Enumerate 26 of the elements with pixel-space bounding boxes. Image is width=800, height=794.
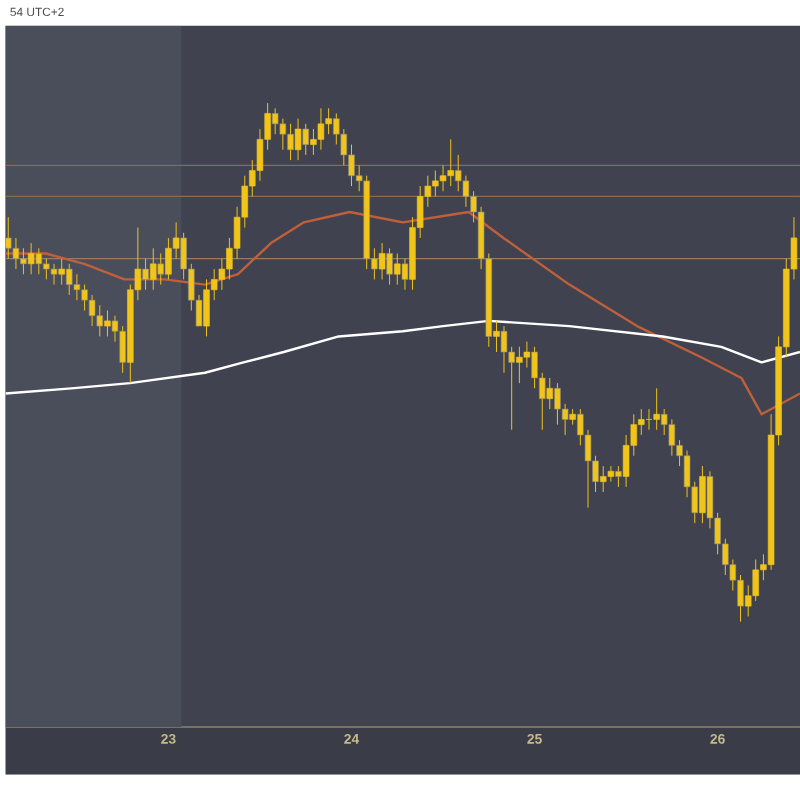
candlestick bbox=[5, 216, 12, 259]
candlestick bbox=[58, 257, 65, 285]
candlestick bbox=[157, 252, 164, 285]
candlestick bbox=[203, 278, 210, 337]
candlestick bbox=[599, 465, 607, 493]
candlestick bbox=[432, 169, 439, 197]
candlestick bbox=[394, 252, 401, 285]
candlestick bbox=[653, 387, 660, 431]
candlestick bbox=[699, 465, 706, 524]
candlestick bbox=[150, 247, 157, 291]
candlestick bbox=[50, 263, 58, 285]
candlestick bbox=[516, 346, 523, 384]
candlestick bbox=[546, 377, 553, 410]
candlestick bbox=[317, 107, 325, 151]
candlestick bbox=[65, 263, 73, 296]
candlestick bbox=[447, 138, 454, 187]
candlestick bbox=[142, 257, 149, 291]
candlestick bbox=[386, 247, 393, 285]
candlestick bbox=[302, 123, 309, 156]
candlestick bbox=[287, 123, 294, 161]
candlestick bbox=[27, 242, 35, 275]
candlestick bbox=[35, 247, 43, 275]
candlestick bbox=[294, 117, 302, 161]
candlestick bbox=[43, 257, 50, 280]
candlestick bbox=[378, 242, 386, 280]
candlestick bbox=[104, 309, 111, 337]
